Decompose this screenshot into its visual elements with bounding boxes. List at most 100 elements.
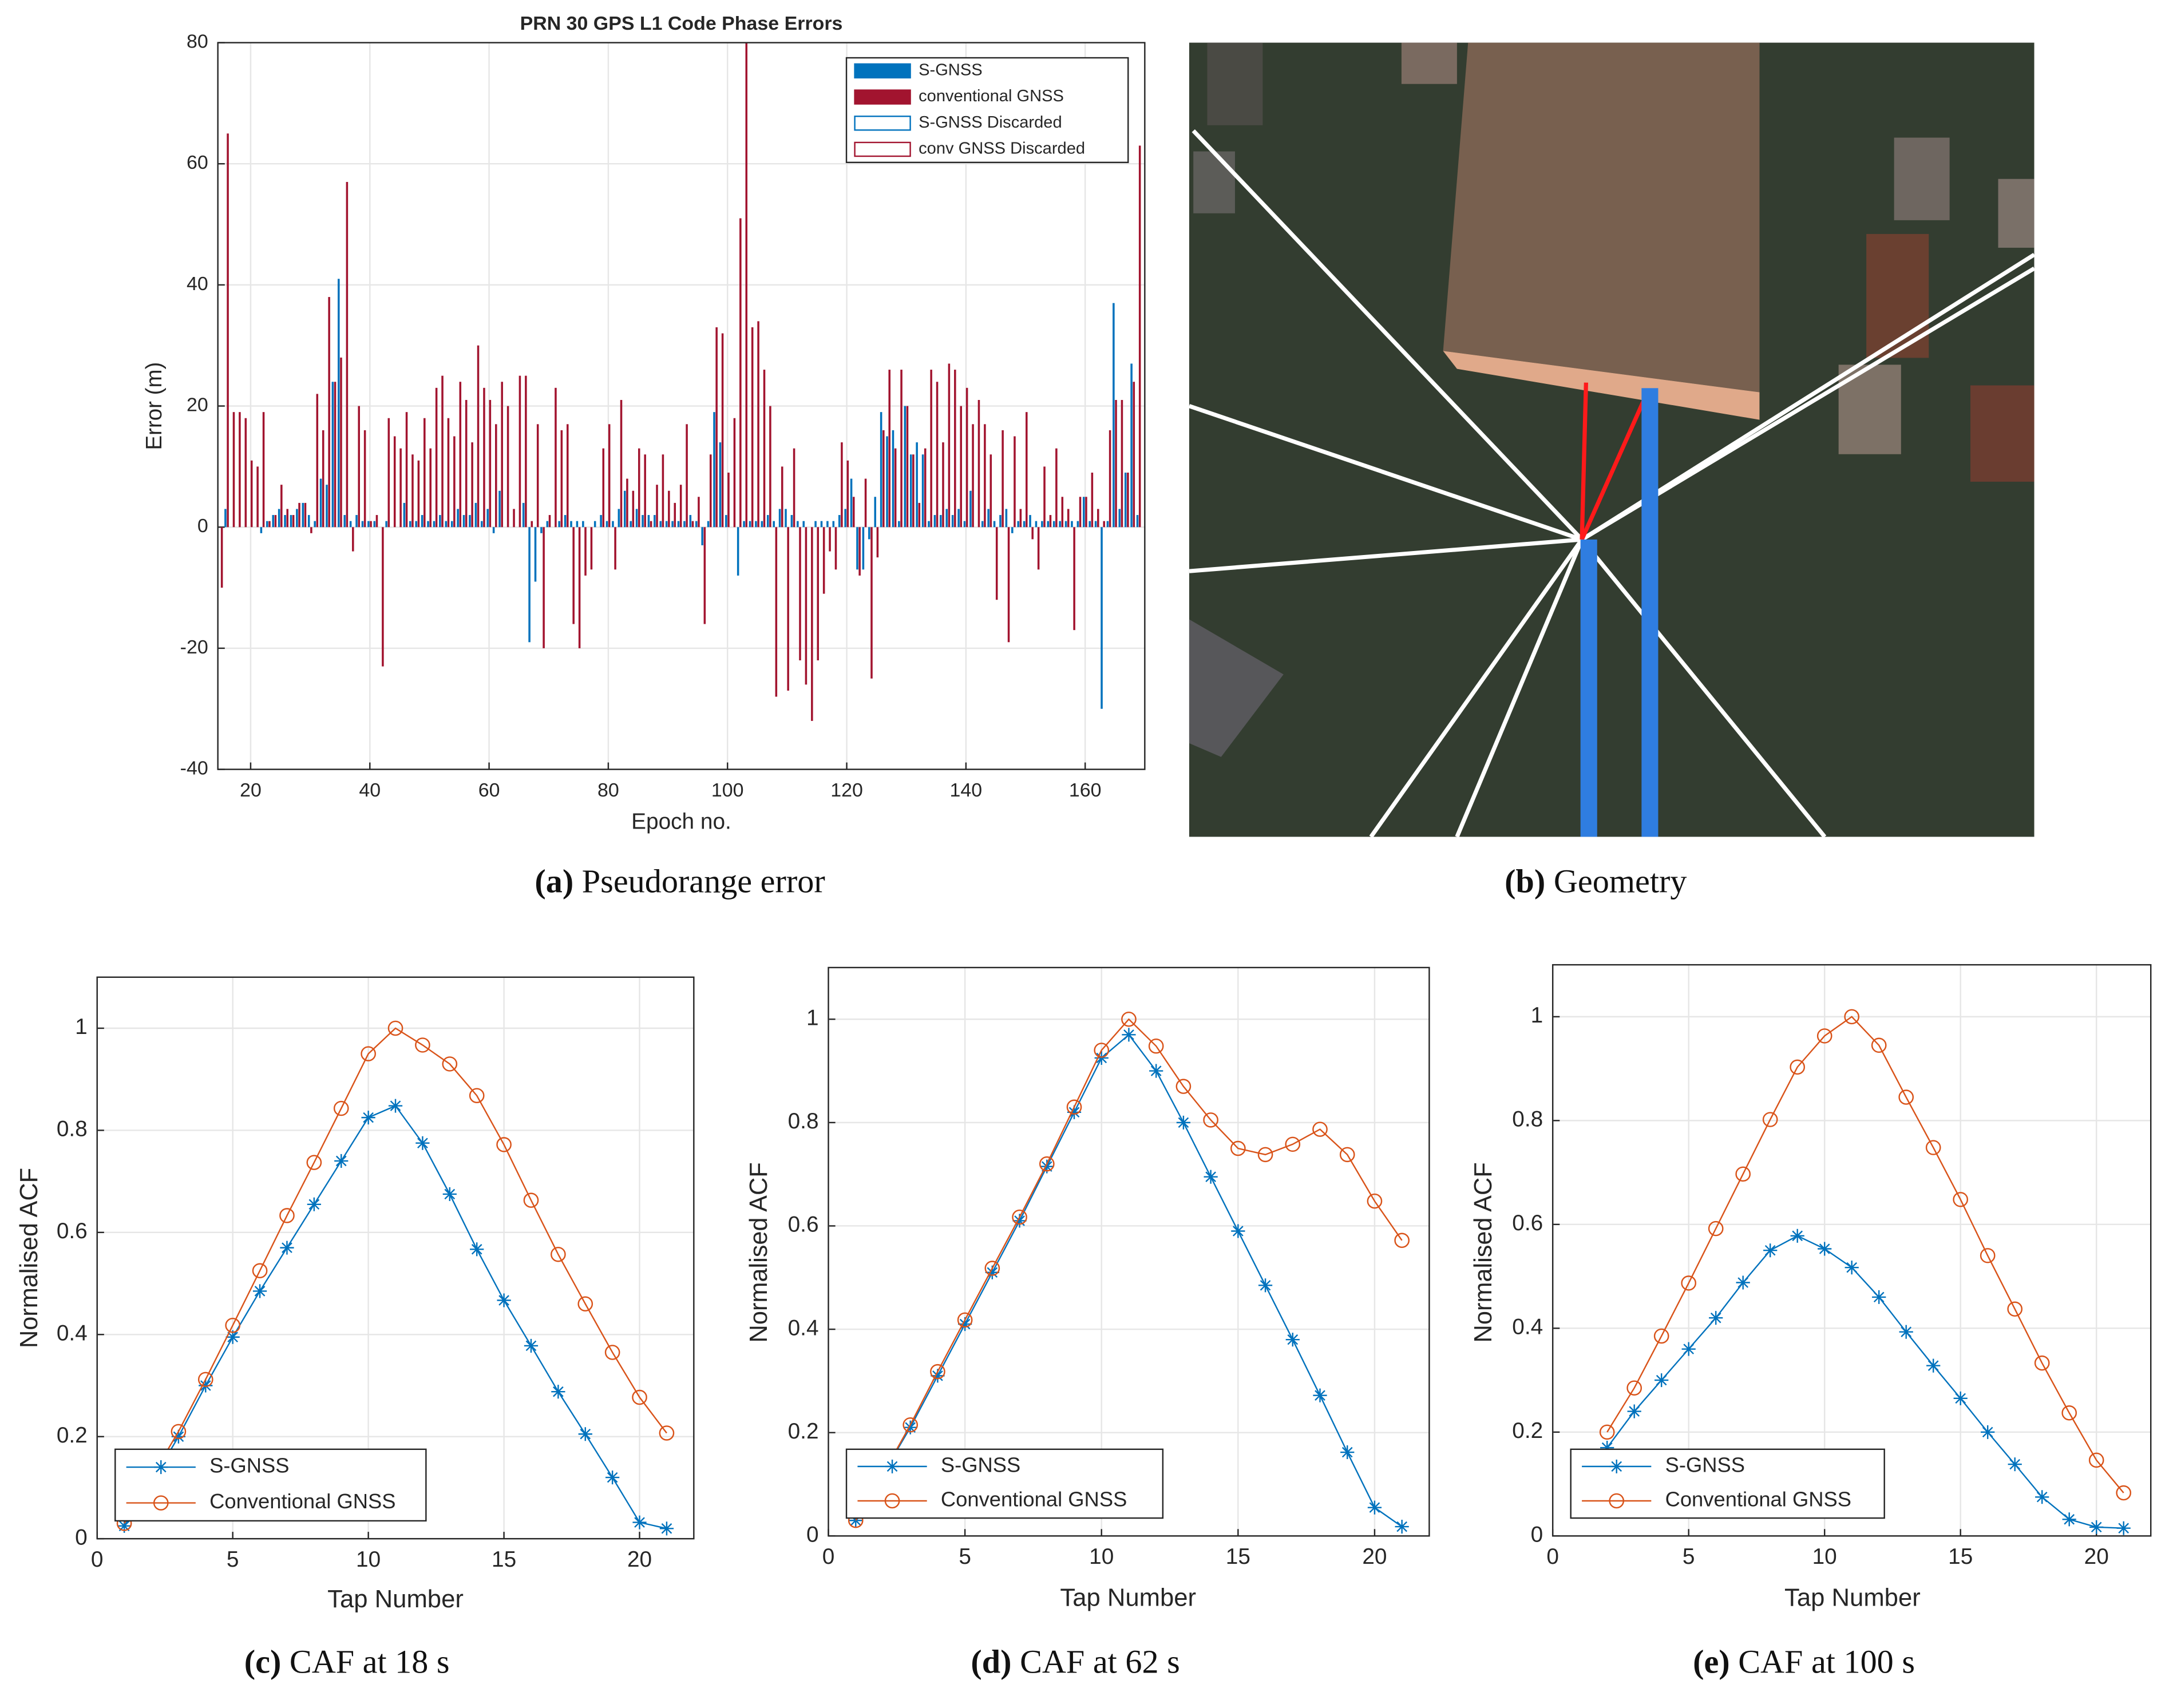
bar (474, 502, 477, 528)
bar (618, 509, 620, 528)
legend-swatch (854, 141, 911, 157)
caption-label: (c) (244, 1643, 282, 1681)
bar (709, 454, 712, 528)
marker (442, 1187, 457, 1201)
bar (864, 478, 867, 528)
marker (279, 1208, 295, 1223)
y-tick-label: 1 (806, 1006, 819, 1031)
bar (659, 521, 662, 528)
bar (924, 448, 927, 528)
marker (1012, 1209, 1027, 1225)
bar (838, 515, 841, 528)
x-tick-label: 10 (1089, 1544, 1114, 1569)
marker (1367, 1193, 1383, 1209)
y-tick-label: -40 (180, 758, 208, 779)
bar (310, 527, 312, 533)
bar (638, 448, 640, 528)
marker (361, 1111, 375, 1125)
bar (766, 515, 769, 528)
y-tick-label: 0.6 (1512, 1211, 1543, 1235)
bar (701, 527, 703, 545)
bar (546, 521, 549, 528)
legend-label: S-GNSS Discarded (919, 113, 1062, 132)
bar (462, 515, 465, 528)
x-axis-label: Tap Number (1060, 1584, 1196, 1612)
bar (689, 515, 692, 528)
bar (471, 442, 473, 528)
bar (433, 521, 436, 528)
bar (969, 490, 972, 528)
bar (662, 454, 664, 528)
bar (888, 370, 890, 528)
bar (870, 527, 873, 679)
bar (584, 527, 587, 576)
bar (686, 424, 688, 528)
caption: (b) Geometry (1505, 863, 1687, 900)
marker (1258, 1278, 1273, 1293)
caption: (a) Pseudorange error (535, 863, 825, 900)
bar (349, 521, 352, 528)
bar (942, 442, 944, 528)
bar (745, 42, 748, 528)
bar (862, 527, 865, 570)
legend-swatch (854, 89, 911, 105)
bar (846, 460, 849, 528)
bar (608, 424, 611, 528)
bar (817, 527, 820, 661)
y-tick-label: 0 (197, 515, 208, 537)
bar (465, 399, 468, 528)
y-tick-label: 0.8 (57, 1117, 88, 1142)
bar (811, 527, 813, 721)
marker (1709, 1311, 1723, 1325)
x-tick-label: 100 (711, 779, 744, 801)
y-tick-label: 0 (75, 1525, 88, 1550)
marker (957, 1317, 972, 1331)
bar (373, 521, 376, 528)
bar (936, 382, 939, 528)
y-tick-label: 0.6 (57, 1219, 88, 1243)
legend-label: conventional GNSS (919, 87, 1064, 105)
bar (405, 412, 408, 528)
bar (1073, 527, 1075, 631)
bar (826, 521, 829, 528)
bar (326, 485, 328, 528)
bar (790, 515, 793, 528)
bar (755, 521, 757, 528)
marker (1953, 1391, 1968, 1405)
axes-box (217, 42, 1146, 770)
bar (1085, 497, 1087, 528)
caption-label: (e) (1693, 1643, 1730, 1681)
y-tick-label: 40 (187, 273, 208, 295)
bar (1101, 527, 1103, 709)
x-tick-label: 40 (359, 779, 381, 801)
y-tick-label: 20 (187, 394, 208, 416)
ray (1192, 129, 1584, 541)
marker (1203, 1112, 1218, 1128)
marker (2116, 1485, 2132, 1501)
bar (977, 399, 980, 528)
bar (513, 509, 515, 528)
bar (260, 527, 263, 533)
bar (1083, 497, 1085, 528)
bar (421, 515, 423, 528)
marker (1395, 1520, 1409, 1534)
bar (572, 527, 575, 624)
bar (954, 370, 956, 528)
bar (600, 515, 602, 528)
y-tick-label: 1 (75, 1015, 88, 1039)
marker (280, 1241, 294, 1255)
marker (659, 1521, 674, 1536)
bar (266, 521, 268, 528)
bar (564, 515, 567, 528)
series-line (1606, 1235, 2124, 1529)
caption-label: (b) (1505, 863, 1545, 900)
bar (668, 490, 670, 528)
bar (918, 502, 921, 528)
roof (1207, 42, 1263, 125)
marker (1012, 1214, 1027, 1228)
bar (268, 521, 271, 528)
marker (1926, 1358, 1941, 1373)
antenna-bar (1580, 539, 1597, 837)
bar (951, 515, 954, 528)
